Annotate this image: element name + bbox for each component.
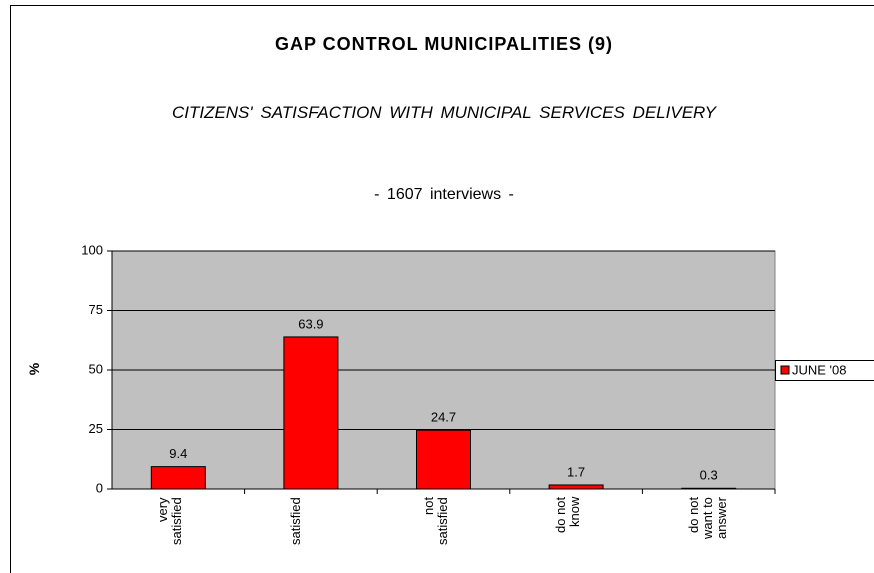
x-tick-label: do not know [553, 497, 583, 534]
bar [150, 466, 206, 490]
legend-label: JUNE '08 [792, 362, 847, 377]
bar [283, 336, 339, 490]
x-tick-label: do not want to answer [685, 497, 729, 539]
bar [416, 429, 471, 490]
legend-swatch [780, 365, 790, 375]
bar [681, 487, 737, 490]
y-tick-label: 75 [89, 302, 103, 317]
value-label: 63.9 [298, 316, 323, 331]
chart-title: GAP CONTROL MUNICIPALITIES (9) [274, 34, 613, 54]
y-tick-label: 50 [89, 361, 103, 376]
value-label: 24.7 [431, 410, 456, 425]
x-tick-label: satisfied [287, 497, 303, 545]
value-label: 0.3 [700, 468, 718, 483]
value-label: 9.4 [169, 446, 187, 461]
y-axis-label: % [26, 362, 43, 376]
y-tick-label: 0 [96, 480, 103, 495]
bar [548, 484, 604, 490]
y-tick-label: 25 [89, 421, 103, 436]
chart-frame [10, 5, 874, 573]
x-tick-label: very satisfied [155, 497, 185, 545]
chart-subtitle: CITIZENS' SATISFACTION WITH MUNICIPAL SE… [171, 103, 717, 122]
value-label: 1.7 [567, 464, 585, 479]
x-tick-label: not satisfied [420, 497, 450, 545]
y-tick-label: 100 [81, 242, 103, 257]
legend-box [775, 360, 874, 381]
chart-note: - 1607 interviews - [374, 186, 514, 203]
